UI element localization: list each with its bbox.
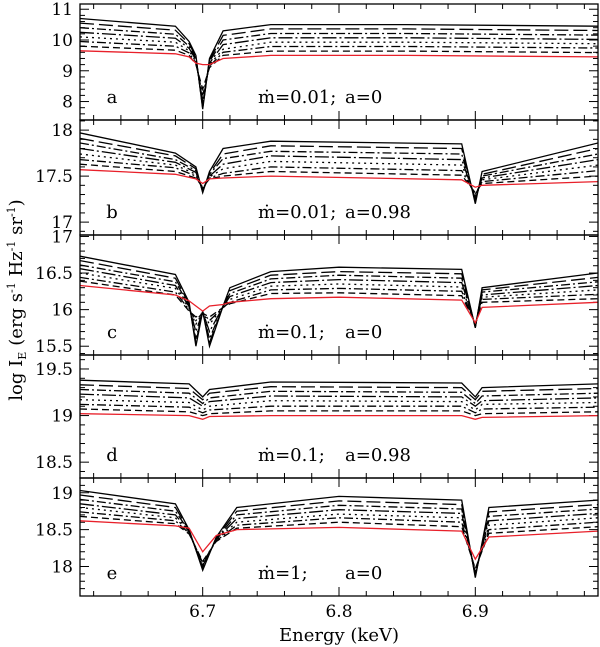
y-label-units: (erg s xyxy=(6,293,27,346)
mdot-annotation: ṁ=0.01; xyxy=(258,87,336,108)
series-line-7 xyxy=(80,408,598,417)
y-tick-label: 17 xyxy=(51,213,73,233)
panel-letter: a xyxy=(107,87,118,108)
series-line-3 xyxy=(80,498,598,575)
y-tick-label: 19 xyxy=(51,407,73,427)
series-line-5 xyxy=(80,36,598,99)
mdot-annotation: ṁ=0.1; xyxy=(258,322,325,343)
panel-c: 15.5 16 16.5 17 c ṁ=0.1; a=0 xyxy=(35,227,599,357)
panel-frame xyxy=(79,3,599,121)
series-line-8 xyxy=(80,50,598,66)
series-line-5 xyxy=(80,272,598,328)
panel-letter: c xyxy=(107,322,117,343)
y-tick-label: 15.5 xyxy=(35,337,73,357)
series-line-4 xyxy=(80,503,598,574)
series-line-8 xyxy=(80,520,598,561)
y-tick-label: 19 xyxy=(51,484,73,504)
y-label-exp2: -1 xyxy=(5,241,18,252)
panel-letter: e xyxy=(107,563,118,584)
series-line-8 xyxy=(80,284,598,325)
series-line-6 xyxy=(80,40,598,96)
y-tick-label: 8 xyxy=(62,93,73,113)
panel-e: 18 18.5 19 e ṁ=1; a=0 xyxy=(35,477,599,597)
y-tick-label: 19.5 xyxy=(35,360,73,380)
y-tick-label: 18 xyxy=(51,121,73,141)
y-axis-label: log IE(erg s-1 Hz-1 sr-1) xyxy=(5,199,29,400)
panel-a: 8 9 10 11 a ṁ=0.01; a=0 xyxy=(51,0,599,121)
spin-annotation: a=0 xyxy=(345,87,382,108)
series-line-6 xyxy=(80,403,598,414)
y-tick-label: 18.5 xyxy=(35,453,73,473)
series-line-3 xyxy=(80,264,598,341)
y-tick-label: 18.5 xyxy=(35,521,73,541)
series-line-5 xyxy=(80,506,598,575)
y-tick-label: 16.5 xyxy=(35,264,73,284)
series-line-2 xyxy=(80,259,598,345)
y-label-exp3: -1 xyxy=(5,206,18,217)
series-line-1 xyxy=(80,489,598,578)
series-line-6 xyxy=(80,511,598,573)
series-line-7 xyxy=(80,515,598,571)
series-line-7 xyxy=(80,45,598,92)
y-label-exp1: -1 xyxy=(5,282,18,293)
x-axis-label: Energy (keV) xyxy=(279,625,399,646)
y-tick-label: 11 xyxy=(51,0,73,20)
y-label-main: log I xyxy=(6,360,27,401)
series-line-1 xyxy=(80,379,598,398)
spin-annotation: a=0.98 xyxy=(345,202,411,223)
series-line-4 xyxy=(80,393,598,408)
panel-frame xyxy=(79,234,599,356)
series-line-7 xyxy=(80,280,598,326)
panel-letter: d xyxy=(106,445,118,466)
y-label-hz: Hz xyxy=(6,251,27,282)
spin-annotation: a=0 xyxy=(345,563,382,584)
series-line-4 xyxy=(80,268,598,334)
series-line-5 xyxy=(80,399,598,411)
y-tick-label: 17 xyxy=(51,227,73,247)
series-line-3 xyxy=(80,388,598,405)
spin-annotation: a=0 xyxy=(345,322,382,343)
series-line-6 xyxy=(80,158,598,196)
series-line-2 xyxy=(80,22,598,108)
series-line-3 xyxy=(80,27,598,105)
mdot-annotation: ṁ=0.01; xyxy=(258,202,336,223)
series-line-8 xyxy=(80,169,598,188)
mdot-annotation: ṁ=1; xyxy=(258,563,308,584)
panel-letter: b xyxy=(106,202,118,223)
series-line-8 xyxy=(80,413,598,420)
y-tick-label: 16 xyxy=(51,301,73,321)
y-label-sub: E xyxy=(16,352,29,360)
y-tick-label: 9 xyxy=(62,62,73,82)
mdot-annotation: ṁ=0.1; xyxy=(258,445,325,466)
y-tick-label: 18 xyxy=(51,558,73,578)
y-tick-label: 10 xyxy=(51,31,73,51)
x-tick-label: 6.9 xyxy=(462,602,489,622)
x-tick-label: 6.7 xyxy=(189,602,216,622)
spin-annotation: a=0.98 xyxy=(345,445,411,466)
panel-d: 18.5 19 19.5 d ṁ=0.1; a=0.98 xyxy=(35,354,599,479)
y-label-close: ) xyxy=(6,199,27,206)
x-tick-label: 6.8 xyxy=(325,602,352,622)
series-line-7 xyxy=(80,163,598,194)
series-line-4 xyxy=(80,31,598,102)
panel-frame xyxy=(79,477,599,597)
y-label-sr: sr xyxy=(6,217,27,241)
series-line-1 xyxy=(80,17,598,110)
series-line-2 xyxy=(80,384,598,401)
panel-b: 17 17.5 18 b ṁ=0.01; a=0.98 xyxy=(35,119,599,236)
y-tick-label: 17.5 xyxy=(35,167,73,187)
